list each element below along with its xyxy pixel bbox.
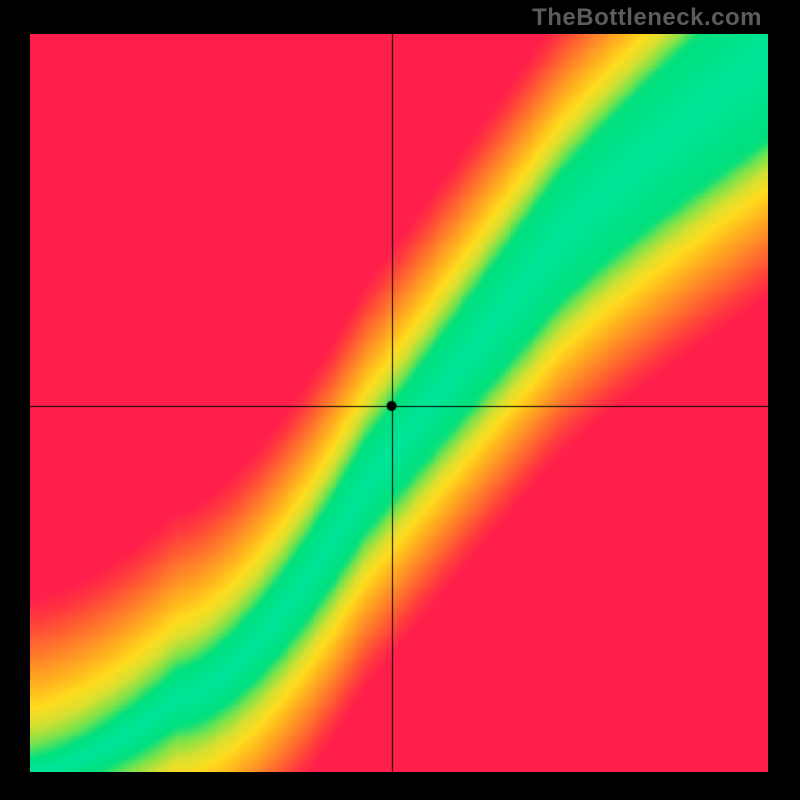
heatmap-canvas	[30, 34, 768, 772]
watermark-text: TheBottleneck.com	[532, 4, 762, 32]
chart-frame: { "watermark": { "text": "TheBottleneck.…	[0, 0, 800, 800]
